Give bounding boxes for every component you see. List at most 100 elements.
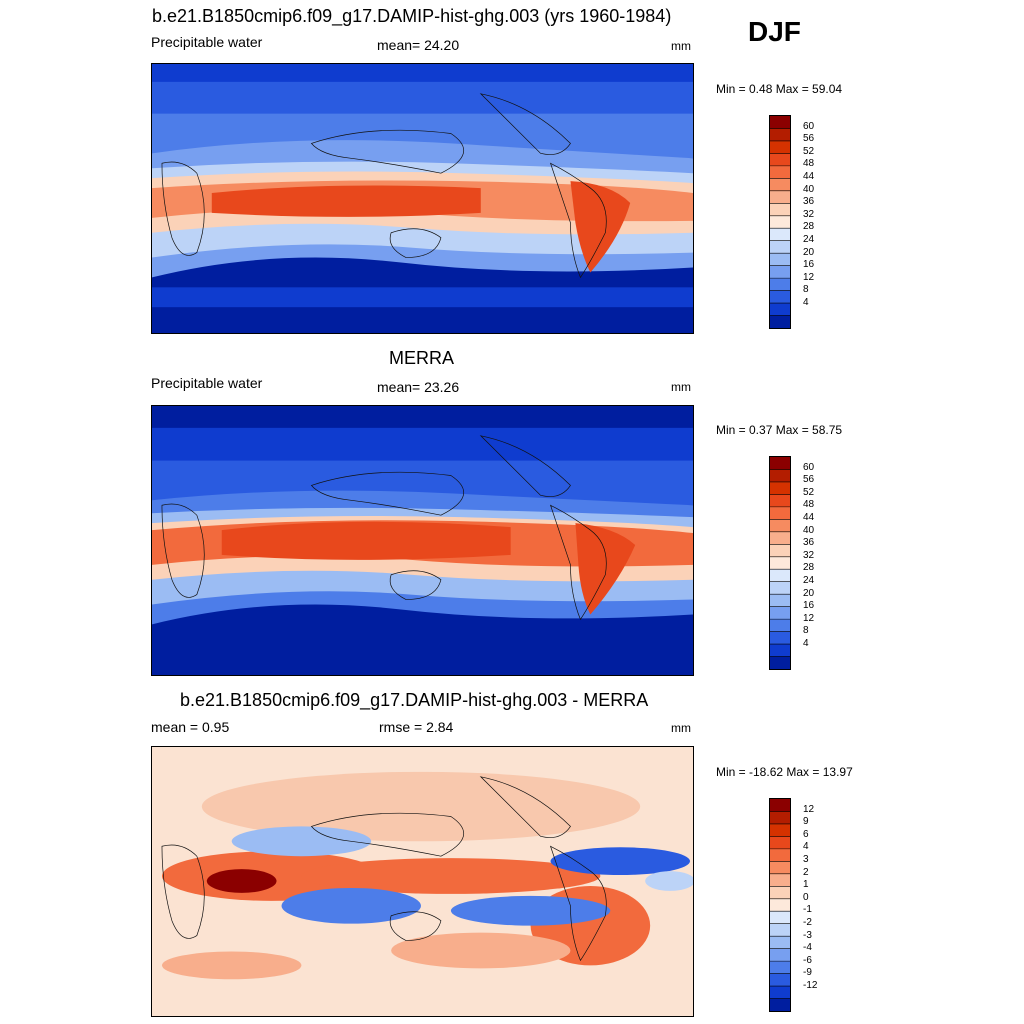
colorbar-tick-label: 48 bbox=[803, 499, 815, 511]
colorbar-swatch bbox=[770, 519, 790, 533]
colorbar-tick-label: 0 bbox=[803, 891, 809, 903]
colorbar-swatch bbox=[770, 799, 790, 812]
colorbar-tick-label: 56 bbox=[803, 133, 815, 145]
panel1-map bbox=[151, 63, 694, 334]
colorbar-swatch bbox=[770, 481, 790, 495]
colorbar-tick-label: -4 bbox=[803, 942, 812, 954]
colorbar-tick-label: 12 bbox=[803, 612, 815, 624]
panel2-minmax-label: Min = 0.37 Max = 58.75 bbox=[716, 423, 843, 437]
colorbar-tick-label: -6 bbox=[803, 954, 812, 966]
panel2-colorbar bbox=[769, 456, 791, 670]
panel1-title: b.e21.B1850cmip6.f09_g17.DAMIP-hist-ghg.… bbox=[152, 6, 672, 26]
colorbar-swatch bbox=[770, 823, 790, 837]
colorbar-swatch bbox=[770, 923, 790, 937]
colorbar-swatch bbox=[770, 506, 790, 520]
colorbar-swatch bbox=[770, 116, 790, 129]
colorbar-swatch bbox=[770, 594, 790, 608]
colorbar-tick-label: 8 bbox=[803, 625, 809, 637]
colorbar-swatch bbox=[770, 128, 790, 142]
colorbar-tick-label: 56 bbox=[803, 474, 815, 486]
colorbar-tick-label: 3 bbox=[803, 853, 809, 865]
colorbar-tick-label: 4 bbox=[803, 637, 809, 649]
colorbar-swatch bbox=[770, 215, 790, 229]
colorbar-tick-label: 9 bbox=[803, 816, 809, 828]
colorbar-tick-label: 44 bbox=[803, 511, 815, 523]
colorbar-swatch bbox=[770, 190, 790, 204]
colorbar-swatch bbox=[770, 569, 790, 583]
colorbar-swatch bbox=[770, 315, 790, 328]
panel3-mean-label: mean = 0.95 bbox=[151, 719, 230, 735]
colorbar-tick-label: 60 bbox=[803, 120, 815, 132]
panel3-rmse-label: rmse = 2.84 bbox=[379, 719, 454, 735]
panel1-mean-label: mean= 24.20 bbox=[377, 37, 460, 53]
colorbar-swatch bbox=[770, 581, 790, 595]
colorbar-tick-label: -9 bbox=[803, 967, 812, 979]
colorbar-swatch bbox=[770, 606, 790, 620]
colorbar-swatch bbox=[770, 140, 790, 154]
colorbar-tick-label: 8 bbox=[803, 284, 809, 296]
colorbar-tick-label: -3 bbox=[803, 929, 812, 941]
colorbar-tick-label: 4 bbox=[803, 841, 809, 853]
colorbar-tick-label: 28 bbox=[803, 221, 815, 233]
colorbar-swatch bbox=[770, 556, 790, 570]
colorbar-tick-label: 44 bbox=[803, 170, 815, 182]
colorbar-tick-label: -12 bbox=[803, 979, 818, 991]
colorbar-swatch bbox=[770, 861, 790, 875]
colorbar-swatch bbox=[770, 531, 790, 545]
colorbar-tick-label: -1 bbox=[803, 904, 812, 916]
panel2-map bbox=[151, 405, 694, 676]
colorbar-tick-label: 60 bbox=[803, 461, 815, 473]
colorbar-tick-label: 48 bbox=[803, 158, 815, 170]
colorbar-tick-label: 24 bbox=[803, 574, 815, 586]
panel3-units-label: mm bbox=[671, 721, 691, 735]
colorbar-tick-label: 36 bbox=[803, 196, 815, 208]
colorbar-swatch bbox=[770, 886, 790, 900]
colorbar-swatch bbox=[770, 898, 790, 912]
panel3-colorbar bbox=[769, 798, 791, 1012]
colorbar-swatch bbox=[770, 873, 790, 887]
colorbar-tick-label: 16 bbox=[803, 259, 815, 271]
colorbar-swatch bbox=[770, 644, 790, 658]
colorbar-swatch bbox=[770, 278, 790, 292]
colorbar-swatch bbox=[770, 631, 790, 645]
colorbar-swatch bbox=[770, 911, 790, 925]
colorbar-swatch bbox=[770, 228, 790, 242]
colorbar-tick-label: 12 bbox=[803, 271, 815, 283]
panel1-variable-label: Precipitable water bbox=[151, 34, 263, 50]
colorbar-tick-label: 32 bbox=[803, 208, 815, 220]
colorbar-tick-label: 16 bbox=[803, 600, 815, 612]
colorbar-tick-label: 40 bbox=[803, 524, 815, 536]
colorbar-swatch bbox=[770, 165, 790, 179]
colorbar-swatch bbox=[770, 203, 790, 217]
season-label: DJF bbox=[748, 16, 801, 47]
colorbar-swatch bbox=[770, 811, 790, 825]
colorbar-tick-label: 20 bbox=[803, 587, 815, 599]
colorbar-tick-label: 20 bbox=[803, 246, 815, 258]
colorbar-tick-label: 32 bbox=[803, 549, 815, 561]
colorbar-tick-label: 40 bbox=[803, 183, 815, 195]
colorbar-swatch bbox=[770, 265, 790, 279]
colorbar-swatch bbox=[770, 178, 790, 192]
colorbar-tick-label: 4 bbox=[803, 296, 809, 308]
colorbar-swatch bbox=[770, 619, 790, 633]
panel1-colorbar bbox=[769, 115, 791, 329]
colorbar-swatch bbox=[770, 253, 790, 267]
colorbar-swatch bbox=[770, 848, 790, 862]
panel3-minmax-label: Min = -18.62 Max = 13.97 bbox=[716, 765, 853, 779]
colorbar-tick-label: 28 bbox=[803, 562, 815, 574]
colorbar-swatch bbox=[770, 303, 790, 317]
colorbar-swatch bbox=[770, 544, 790, 558]
colorbar-swatch bbox=[770, 469, 790, 483]
colorbar-swatch bbox=[770, 240, 790, 254]
panel3-title: b.e21.B1850cmip6.f09_g17.DAMIP-hist-ghg.… bbox=[180, 690, 649, 710]
panel3-map bbox=[151, 746, 694, 1017]
colorbar-tick-label: 24 bbox=[803, 233, 815, 245]
colorbar-tick-label: 36 bbox=[803, 537, 815, 549]
panel2-mean-label: mean= 23.26 bbox=[377, 379, 460, 395]
colorbar-tick-label: -2 bbox=[803, 916, 812, 928]
panel2-units-label: mm bbox=[671, 380, 691, 394]
colorbar-tick-label: 6 bbox=[803, 828, 809, 840]
colorbar-tick-label: 12 bbox=[803, 803, 815, 815]
colorbar-swatch bbox=[770, 457, 790, 470]
colorbar-swatch bbox=[770, 836, 790, 850]
